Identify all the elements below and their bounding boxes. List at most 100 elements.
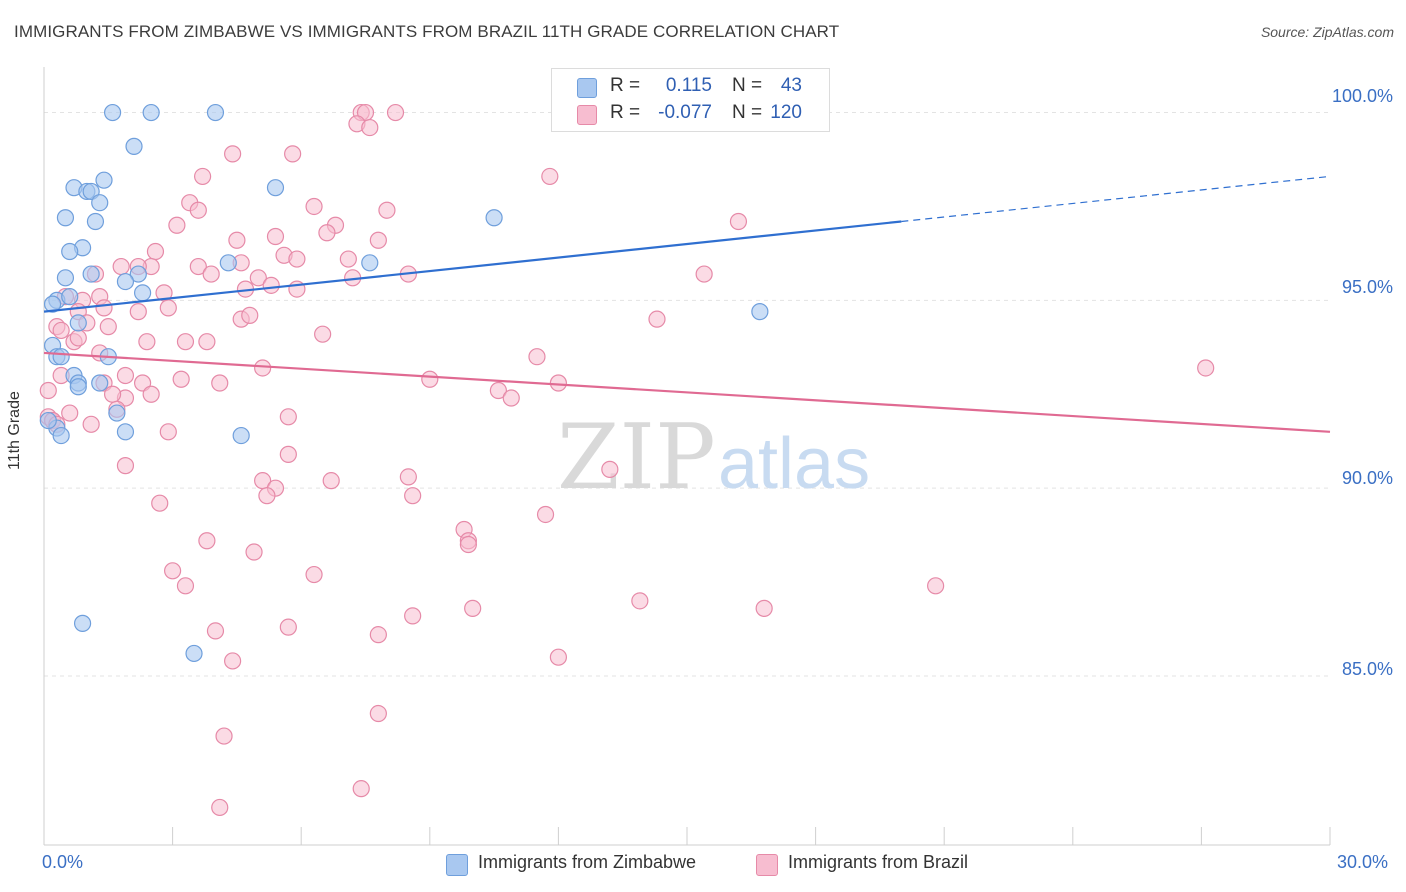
data-point-brazil bbox=[103, 385, 122, 403]
chart-title: IMMIGRANTS FROM ZIMBABWE VS IMMIGRANTS F… bbox=[14, 22, 840, 41]
data-point-brazil bbox=[99, 318, 117, 336]
data-point-zimbabwe bbox=[116, 272, 135, 291]
data-point-zimbabwe bbox=[91, 194, 109, 212]
legend-n-label: N = bbox=[732, 75, 763, 96]
data-point-zimbabwe bbox=[73, 614, 92, 632]
legend-swatch-zimbabwe bbox=[446, 854, 468, 876]
data-point-brazil bbox=[314, 325, 332, 343]
legend-r-label: R = bbox=[610, 75, 641, 96]
data-point-brazil bbox=[241, 306, 259, 324]
data-point-zimbabwe bbox=[751, 303, 769, 321]
data-point-brazil bbox=[755, 599, 773, 617]
data-point-zimbabwe bbox=[133, 284, 152, 302]
data-point-brazil bbox=[138, 333, 156, 351]
data-point-brazil bbox=[399, 468, 417, 486]
data-point-brazil bbox=[404, 487, 422, 505]
y-tick-label-85: 85.0% bbox=[1341, 659, 1393, 679]
data-point-brazil bbox=[361, 118, 379, 137]
data-point-zimbabwe bbox=[485, 209, 503, 227]
legend-label-zimbabwe: Immigrants from Zimbabwe bbox=[478, 852, 697, 872]
data-point-zimbabwe bbox=[206, 103, 225, 122]
legend-swatch-brazil bbox=[577, 105, 597, 125]
data-point-brazil bbox=[194, 167, 212, 186]
data-point-brazil bbox=[245, 543, 263, 561]
data-point-zimbabwe bbox=[52, 426, 70, 445]
trend-line-zimbabwe bbox=[43, 220, 902, 313]
legend-r-value: 0.115 bbox=[665, 75, 712, 96]
data-point-brazil bbox=[159, 423, 177, 441]
data-point-brazil bbox=[648, 310, 666, 328]
data-point-brazil bbox=[61, 404, 79, 422]
legend-n-value: 43 bbox=[780, 75, 802, 96]
data-point-brazil bbox=[378, 201, 396, 219]
data-point-zimbabwe bbox=[61, 242, 79, 261]
data-point-brazil bbox=[116, 457, 135, 475]
data-point-zimbabwe bbox=[142, 103, 160, 122]
data-point-zimbabwe bbox=[69, 314, 87, 332]
data-point-brazil bbox=[215, 727, 233, 745]
axes bbox=[43, 67, 1331, 846]
data-point-brazil bbox=[369, 704, 387, 723]
trend-line-brazil bbox=[43, 351, 1331, 433]
y-axis-title: 11th Grade bbox=[6, 391, 23, 470]
data-point-brazil bbox=[224, 652, 242, 670]
data-point-brazil bbox=[339, 250, 357, 268]
data-point-brazil bbox=[176, 577, 195, 595]
data-point-brazil bbox=[502, 389, 520, 407]
data-point-zimbabwe bbox=[361, 254, 379, 272]
data-point-brazil bbox=[112, 257, 130, 276]
data-point-brazil bbox=[369, 231, 387, 249]
data-point-brazil bbox=[369, 626, 387, 644]
correlation-legend: R = 0.115 N = 43 R = -0.077 N = 120 bbox=[551, 68, 830, 132]
data-point-brazil bbox=[176, 333, 195, 351]
source-label: Source: ZipAtlas.com bbox=[1260, 24, 1394, 40]
legend-swatch-brazil bbox=[756, 854, 778, 876]
data-point-brazil bbox=[39, 381, 57, 400]
data-point-brazil bbox=[189, 257, 207, 276]
data-point-zimbabwe bbox=[69, 378, 87, 396]
legend-n-value: 120 bbox=[770, 102, 802, 123]
data-point-brazil bbox=[172, 370, 190, 388]
data-point-zimbabwe bbox=[91, 374, 109, 392]
data-point-brazil bbox=[305, 197, 323, 216]
data-point-brazil bbox=[151, 494, 169, 512]
watermark: ZIP atlas bbox=[557, 405, 870, 510]
data-point-brazil bbox=[211, 374, 229, 392]
data-point-brazil bbox=[129, 303, 147, 321]
data-point-zimbabwe bbox=[232, 426, 250, 445]
data-point-brazil bbox=[489, 381, 507, 400]
data-point-brazil bbox=[211, 798, 229, 817]
data-point-brazil bbox=[536, 505, 555, 524]
data-point-brazil bbox=[279, 445, 297, 463]
data-point-zimbabwe bbox=[43, 295, 62, 313]
data-point-brazil bbox=[262, 276, 280, 294]
data-point-zimbabwe bbox=[116, 423, 135, 441]
data-point-brazil bbox=[322, 472, 340, 490]
data-point-zimbabwe bbox=[185, 644, 203, 663]
data-point-brazil bbox=[459, 535, 477, 554]
legend-n-label: N = bbox=[732, 102, 763, 123]
data-point-brazil bbox=[258, 487, 276, 505]
legend-r-value: -0.077 bbox=[658, 102, 712, 123]
data-point-brazil bbox=[631, 592, 649, 610]
legend-swatch-zimbabwe bbox=[577, 78, 597, 98]
data-point-brazil bbox=[202, 265, 220, 283]
data-point-zimbabwe bbox=[61, 288, 79, 306]
gridlines bbox=[44, 112, 1330, 677]
data-point-zimbabwe bbox=[129, 265, 147, 283]
data-point-brazil bbox=[279, 408, 297, 426]
data-point-brazil bbox=[1197, 359, 1215, 377]
data-point-brazil bbox=[69, 329, 87, 347]
data-point-brazil bbox=[404, 607, 422, 625]
data-point-zimbabwe bbox=[219, 254, 237, 272]
data-point-brazil bbox=[695, 265, 713, 283]
data-point-brazil bbox=[927, 577, 945, 595]
data-point-zimbabwe bbox=[56, 209, 75, 227]
data-point-brazil bbox=[159, 299, 177, 317]
data-point-zimbabwe bbox=[39, 411, 57, 430]
data-point-brazil bbox=[82, 415, 100, 433]
data-point-zimbabwe bbox=[95, 171, 113, 189]
data-point-zimbabwe bbox=[266, 179, 285, 197]
data-point-zimbabwe bbox=[125, 137, 143, 155]
legend-label-brazil: Immigrants from Brazil bbox=[788, 852, 969, 872]
